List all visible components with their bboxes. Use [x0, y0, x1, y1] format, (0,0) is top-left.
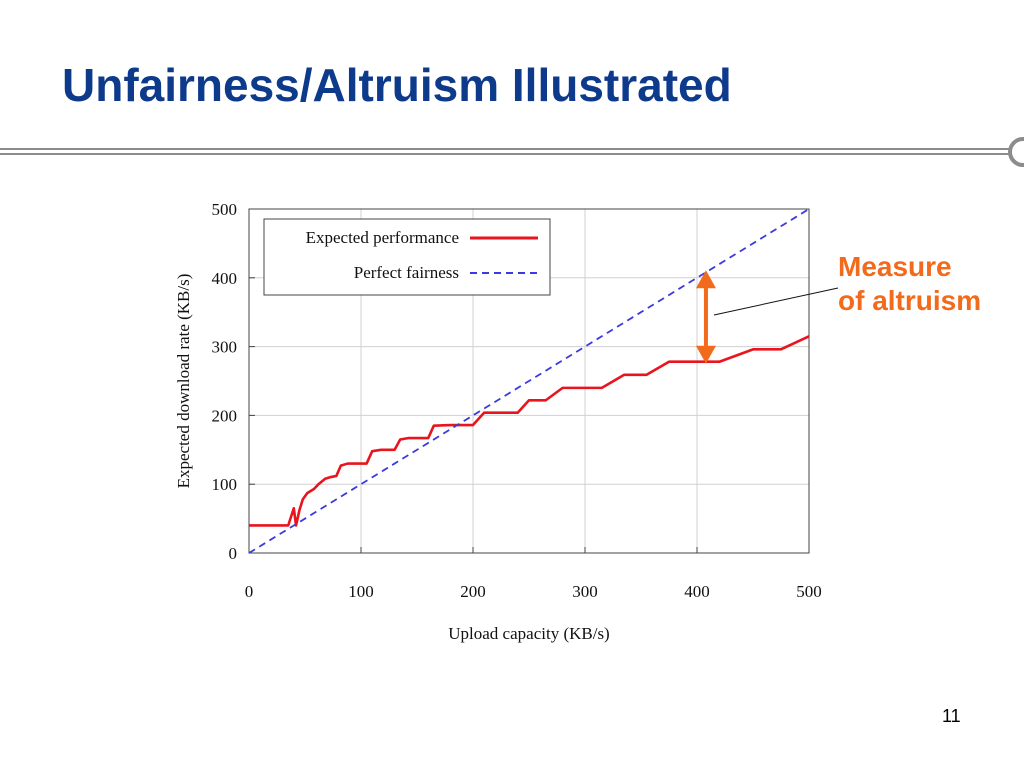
tick-layer: 0 100 200 300 400 500 0 100 200 300 400 500	[212, 200, 822, 601]
legend-label-perfect-fairness: Perfect fairness	[354, 263, 459, 282]
altruism-annotation: Measure of altruism	[838, 250, 981, 318]
x-tick-label: 100	[348, 582, 374, 601]
y-tick-label: 500	[212, 200, 238, 219]
divider-knob	[1008, 137, 1024, 167]
y-tick-label: 200	[212, 406, 238, 425]
legend-label-expected-performance: Expected performance	[306, 228, 459, 247]
series-line-expected-performance	[249, 335, 810, 527]
series-layer	[248, 208, 810, 554]
y-tick-label: 300	[212, 338, 238, 357]
altruism-marker	[695, 270, 716, 364]
callout-leader-line	[713, 287, 839, 316]
x-tick-label: 300	[572, 582, 598, 601]
y-axis-label: Expected download rate (KB/s)	[174, 274, 193, 489]
x-tick-label: 0	[245, 582, 254, 601]
y-tick-label: 100	[212, 475, 238, 494]
annotation-line-2: of altruism	[838, 285, 982, 316]
title-divider	[0, 148, 1010, 150]
series-line-perfect-fairness	[248, 208, 810, 554]
legend-box	[263, 218, 551, 296]
x-tick-label: 500	[796, 582, 822, 601]
legend: Expected performance Perfect fairness	[263, 218, 551, 296]
annotation-line-1: Measure	[838, 251, 952, 282]
y-tick-label: 400	[212, 269, 238, 288]
page-number: 11	[942, 706, 961, 726]
x-axis-label: Upload capacity (KB/s)	[448, 624, 609, 643]
plot-frame	[248, 208, 810, 554]
x-tick-label: 200	[460, 582, 486, 601]
x-tick-label: 400	[684, 582, 710, 601]
y-tick-label: 0	[229, 544, 238, 563]
altruism-arrow-head-down	[695, 345, 716, 364]
altruism-arrow-head-up	[695, 270, 716, 289]
slide-title: Unfairness/Altruism Illustrated	[62, 59, 732, 111]
title-divider-secondary	[0, 153, 1010, 155]
